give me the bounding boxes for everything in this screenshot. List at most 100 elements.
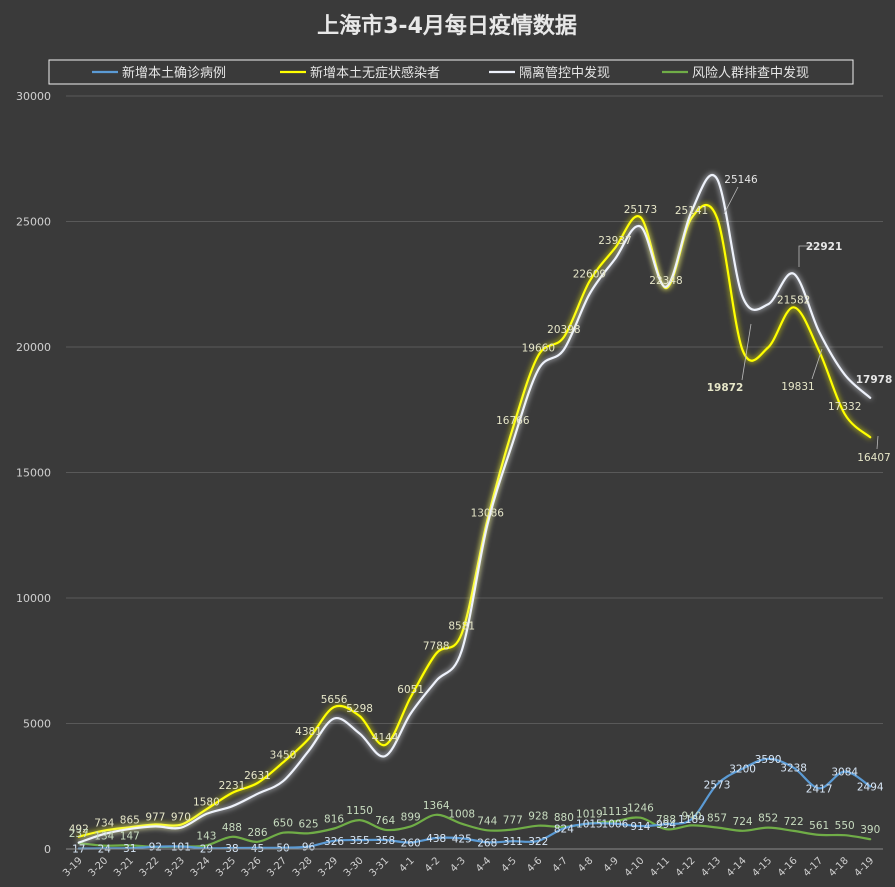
- data-point: [129, 826, 131, 829]
- confirmed-data-label: 425: [452, 833, 472, 845]
- data-point: [537, 840, 540, 842]
- confirmed-data-label: 311: [503, 836, 523, 848]
- data-point: [869, 785, 872, 788]
- x-tick-label: 3-29: [316, 855, 340, 879]
- asymptomatic-data-label: 25173: [624, 204, 657, 216]
- data-point: [435, 813, 438, 816]
- data-point: [435, 652, 438, 655]
- data-point: [180, 845, 182, 848]
- risk-data-label: 899: [401, 811, 421, 823]
- x-tick-label: 4-17: [801, 855, 825, 879]
- data-point: [716, 826, 718, 829]
- x-tick-label: 4-3: [449, 855, 468, 874]
- data-point: [563, 348, 565, 351]
- confirmed-data-label: 2494: [857, 781, 884, 793]
- data-point: [767, 346, 769, 349]
- grid-layer: [66, 95, 883, 850]
- x-tick-label: 3-31: [367, 855, 391, 879]
- asymptomatic-data-label: 5298: [346, 703, 373, 715]
- x-tick-label: 3-25: [214, 855, 238, 879]
- data-point: [588, 280, 591, 283]
- confirmed-data-label: 3590: [755, 754, 782, 766]
- risk-data-label: 488: [222, 822, 242, 834]
- asymptomatic-data-label: 734: [94, 818, 114, 830]
- x-tick-label: 4-18: [827, 855, 851, 879]
- data-point: [843, 770, 846, 773]
- asymptomatic-series-line-group: [77, 204, 872, 838]
- asymptomatic-data-label: 492: [69, 824, 89, 836]
- confirmed-data-label: 92: [149, 842, 162, 854]
- data-point: [435, 680, 438, 682]
- data-point: [716, 217, 718, 219]
- data-point: [511, 441, 514, 444]
- x-tick-label: 4-7: [551, 855, 570, 874]
- asymptomatic-data-label: 4381: [295, 726, 322, 738]
- data-point: [256, 792, 259, 795]
- y-tick-label: 20000: [16, 341, 51, 354]
- confirmed-series-line-group: [77, 757, 872, 850]
- data-point: [792, 272, 795, 275]
- confirmed-data-label: 260: [401, 837, 421, 849]
- y-tick-label: 5000: [23, 718, 51, 731]
- asymptomatic-data-label: 13086: [471, 508, 505, 520]
- data-point: [129, 828, 131, 830]
- data-point: [767, 826, 769, 829]
- data-point: [460, 837, 463, 840]
- data-point: [486, 524, 489, 527]
- leader-line: [876, 435, 879, 450]
- asymptomatic-data-label: 3450: [270, 749, 297, 761]
- data-point: [358, 819, 361, 821]
- data-point: [384, 829, 386, 831]
- data-point: [231, 805, 233, 808]
- x-tick-label: 4-15: [750, 855, 774, 879]
- data-point: [409, 825, 412, 828]
- asymptomatic-data-label: 6051: [397, 684, 424, 696]
- y-tick-label: 0: [44, 843, 51, 856]
- data-point: [460, 822, 463, 825]
- legend-item-risk: 风险人群排查中发现: [662, 65, 809, 81]
- risk-data-label: 1150: [346, 805, 373, 817]
- confirmed-data-label: 17: [72, 844, 85, 856]
- data-point: [333, 840, 335, 842]
- data-point: [409, 696, 412, 698]
- data-point: [741, 830, 744, 832]
- risk-data-label: 724: [733, 816, 753, 828]
- data-point: [307, 832, 310, 835]
- data-point: [869, 838, 872, 841]
- data-point: [231, 847, 233, 849]
- data-point: [690, 824, 693, 827]
- data-point: [486, 829, 489, 832]
- data-point: [384, 755, 386, 757]
- data-point: [614, 247, 616, 249]
- x-tick-label: 3-26: [240, 855, 264, 879]
- data-point: [384, 744, 386, 746]
- confirmed-data-label: 322: [528, 836, 548, 848]
- data-point: [180, 826, 182, 829]
- risk-data-label: 286: [247, 827, 267, 839]
- data-point: [384, 839, 386, 841]
- data-point: [256, 782, 259, 784]
- data-point: [537, 824, 540, 827]
- confirmed-data-label: 438: [426, 833, 446, 845]
- data-point: [767, 303, 769, 306]
- data-point: [818, 331, 820, 333]
- asymptomatic-data-label: 5656: [321, 694, 348, 706]
- data-point: [180, 823, 182, 826]
- risk-data-label: 143: [196, 830, 216, 842]
- data-point: [358, 839, 361, 841]
- y-tick-label: 30000: [16, 90, 51, 103]
- risk-data-label: 1364: [423, 800, 450, 812]
- risk-data-label: 777: [503, 814, 523, 826]
- data-point: [333, 827, 335, 830]
- risk-data-label: 390: [860, 824, 880, 836]
- data-point: [741, 296, 744, 298]
- risk-data-label: 650: [273, 818, 293, 830]
- legend-item-quarantine: 隔离管控中发现: [489, 65, 610, 81]
- data-point: [282, 831, 284, 834]
- legend-label: 新增本土无症状感染者: [310, 65, 440, 81]
- asymptomatic-data-label: 977: [145, 811, 165, 823]
- data-point: [333, 717, 335, 720]
- data-point: [639, 225, 642, 228]
